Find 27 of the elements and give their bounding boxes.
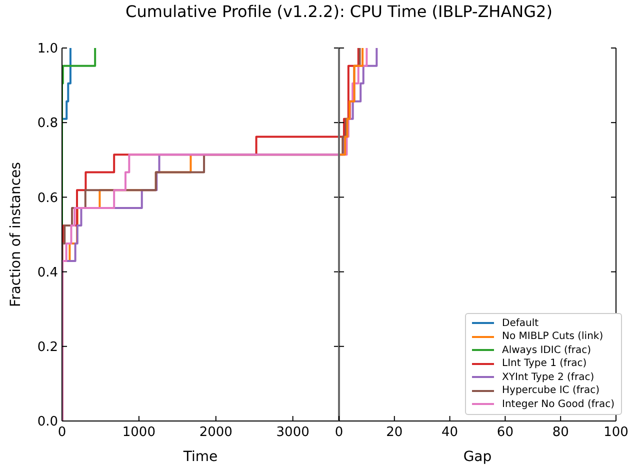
x-tick-label: 1000: [122, 425, 156, 440]
x-tick-label: 20: [386, 425, 403, 440]
legend-label: LInt Type 1 (frac): [502, 358, 587, 370]
legend-label: XYInt Type 2 (frac): [502, 372, 594, 383]
x-tick-label: 60: [496, 425, 514, 440]
y-tick-label: 0.8: [37, 116, 58, 132]
x-tick-label: 2000: [199, 425, 232, 440]
legend-label: Hypercube IC (frac): [502, 385, 600, 396]
chart-title: Cumulative Profile (v1.2.2): CPU Time (IBLP-ZHANG2): [124, 2, 554, 21]
y-tick-label: 0.4: [37, 265, 58, 280]
x-tick-label: 0: [334, 425, 344, 440]
x-axis-title: Time: [182, 449, 218, 465]
x-tick-label: 40: [442, 425, 458, 440]
x-tick-label: 0: [58, 425, 66, 440]
y-tick-label: 0.6: [37, 190, 58, 206]
x-tick-label: 3000: [276, 425, 310, 440]
x-axis-title: Gap: [463, 449, 492, 465]
y-tick-label: 0.0: [37, 414, 58, 430]
y-tick-label: 0.2: [37, 340, 58, 355]
legend-label: Default: [502, 318, 539, 329]
legend-label: Integer No Good (frac): [502, 398, 614, 410]
y-axis-title: Fraction of instances: [8, 162, 24, 307]
legend-label: Always IDIC (frac): [502, 344, 592, 356]
legend-label: No MIBLP Cuts (link): [502, 331, 604, 342]
y-tick-label: 1.0: [37, 42, 58, 57]
x-tick-label: 80: [552, 425, 569, 440]
x-tick-label: 100: [604, 425, 628, 440]
